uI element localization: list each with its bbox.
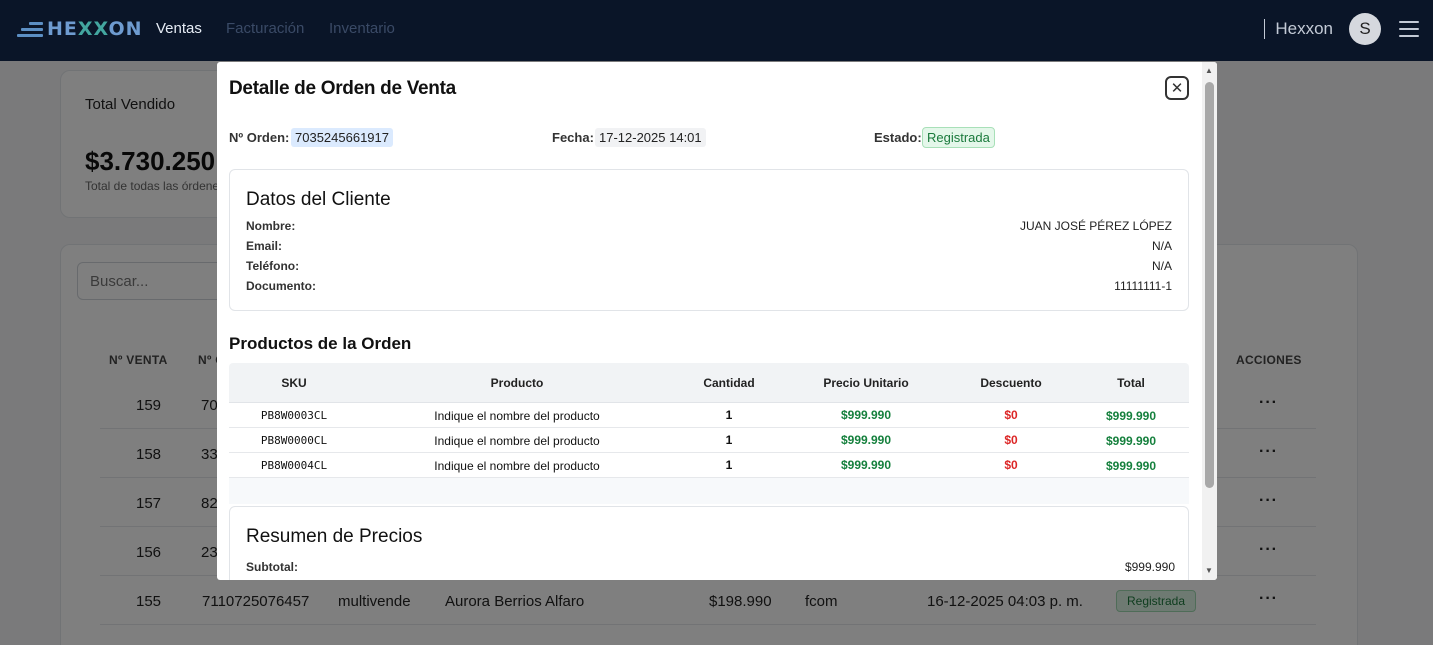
product-name: Indique el nombre del producto [434,459,600,473]
client-phone-value: N/A [1151,259,1172,273]
date-value: 17-12-2025 14:01 [595,128,706,147]
products-section-title: Productos de la Orden [229,334,412,353]
column-header-total: Total [1117,376,1145,390]
nav-separator [1264,19,1265,39]
client-data-section: Datos del Cliente Nombre: JUAN JOSÉ PÉRE… [229,169,1189,311]
order-detail-modal: Detalle de Orden de Venta ✕ Nº Orden: 70… [217,62,1217,580]
product-total: $999.990 [1105,459,1157,473]
avatar[interactable]: S [1349,13,1381,45]
product-discount: $0 [1004,458,1018,472]
column-header-descuento: Descuento [980,376,1042,390]
order-number-label: Nº Orden: [229,130,290,145]
date-label: Fecha: [552,130,594,145]
subtotal-label: Subtotal: [246,560,298,574]
product-row: PB8W0003CL Indique el nombre del product… [229,403,1189,428]
close-button[interactable]: ✕ [1165,76,1189,100]
product-sku: PB8W0004CL [260,459,328,472]
close-icon: ✕ [1170,79,1184,97]
scroll-up-icon[interactable]: ▲ [1205,66,1213,75]
product-quantity: 1 [725,458,733,472]
scrollbar-thumb[interactable] [1205,82,1214,488]
status-badge: Registrada [922,127,995,148]
product-name: Indique el nombre del producto [434,434,600,448]
client-name-label: Nombre: [246,219,296,233]
hexxon-logo[interactable]: HEXXON [17,18,143,40]
product-unit-price: $999.990 [840,408,892,422]
products-table: SKU Producto Cantidad Precio Unitario De… [229,363,1189,504]
logo-mark-icon [17,19,43,39]
nav-user-name: Hexxon [1275,19,1333,38]
scroll-down-icon[interactable]: ▼ [1205,566,1213,575]
product-row: PB8W0004CL Indique el nombre del product… [229,453,1189,478]
modal-title: Detalle de Orden de Venta [229,78,456,99]
product-unit-price: $999.990 [840,433,892,447]
summary-section-title: Resumen de Precios [246,526,423,547]
client-email-value: N/A [1151,239,1172,253]
product-total: $999.990 [1105,434,1157,448]
logo-text: HEXXON [47,18,143,40]
product-unit-price: $999.990 [840,458,892,472]
products-table-header: SKU Producto Cantidad Precio Unitario De… [229,363,1189,403]
client-email-label: Email: [246,239,283,253]
product-sku: PB8W0000CL [260,434,328,447]
nav-link-inventario[interactable]: Inventario [329,20,395,37]
column-header-cantidad: Cantidad [703,376,755,390]
product-name: Indique el nombre del producto [434,409,600,423]
client-document-label: Documento: [246,279,316,293]
product-quantity: 1 [725,408,733,422]
modal-scrollbar[interactable]: ▲ ▼ [1202,62,1217,580]
column-header-sku: SKU [281,376,307,390]
status-label: Estado: [874,130,922,145]
client-phone-label: Teléfono: [246,259,300,273]
subtotal-value: $999.990 [1124,560,1175,574]
product-discount: $0 [1004,408,1018,422]
nav-link-facturacion[interactable]: Facturación [226,20,305,37]
client-name-value: JUAN JOSÉ PÉREZ LÓPEZ [1019,219,1172,233]
product-discount: $0 [1004,433,1018,447]
products-table-footer [229,478,1189,504]
menu-icon[interactable] [1399,21,1419,37]
top-navbar: HEXXON Ventas Facturación Inventario Hex… [0,0,1433,61]
nav-link-ventas[interactable]: Ventas [156,20,202,37]
order-number-value: 7035245661917 [291,128,393,147]
product-quantity: 1 [725,433,733,447]
column-header-producto: Producto [490,376,544,390]
product-total: $999.990 [1105,409,1157,423]
price-summary-section: Resumen de Precios Subtotal: $999.990 [229,506,1189,580]
product-row: PB8W0000CL Indique el nombre del product… [229,428,1189,453]
product-sku: PB8W0003CL [260,409,328,422]
client-document-value: 11111111-1 [1114,279,1172,293]
column-header-precio-unitario: Precio Unitario [823,376,909,390]
client-section-title: Datos del Cliente [246,189,391,210]
